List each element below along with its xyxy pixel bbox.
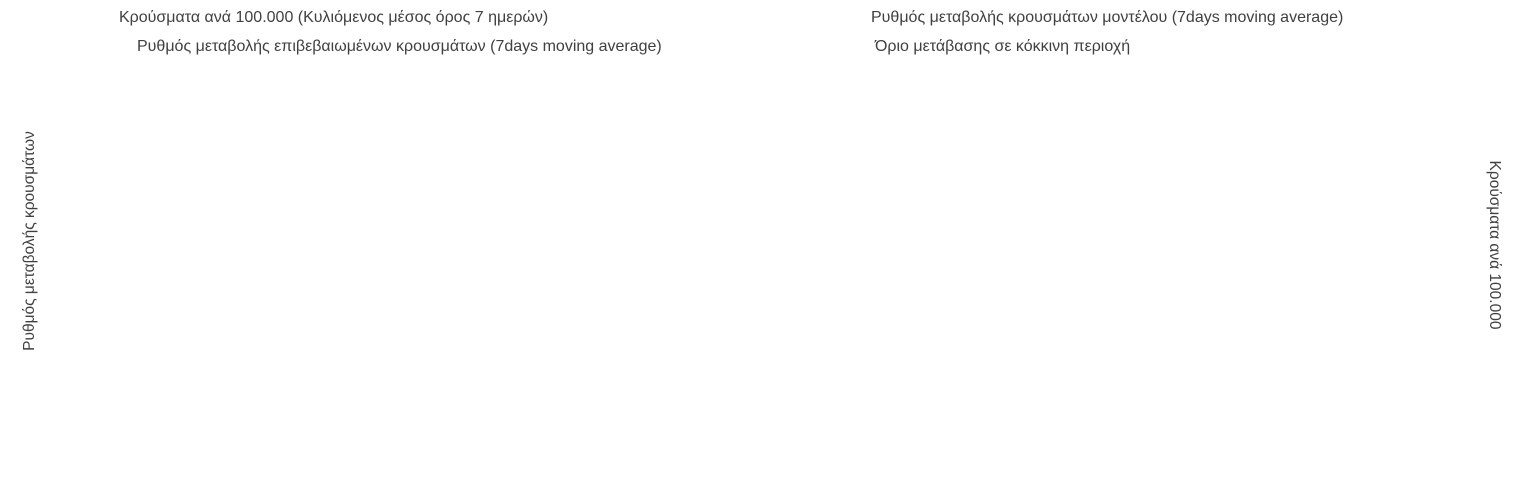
model-legend-swatch: [822, 17, 862, 20]
model-legend-label: Ρυθμός μεταβολής κρουσμάτων μοντέλου (7d…: [871, 9, 1344, 26]
legend-item-confirmed: Ρυθμός μεταβολής επιβεβαιωμένων κρουσμάτ…: [88, 38, 662, 56]
confirmed-legend-swatch: [88, 46, 128, 49]
bars-legend-swatch: [88, 12, 110, 24]
confirmed-legend-label: Ρυθμός μεταβολής επιβεβαιωμένων κρουσμάτ…: [137, 38, 662, 55]
legend-item-threshold: Όριο μετάβασης σε κόκκινη περιοχή: [822, 38, 1130, 56]
bars-legend-label: Κρούσματα ανά 100.000 (Κυλιόμενος μέσος …: [119, 9, 549, 26]
threshold-legend-swatch: [822, 45, 866, 49]
right-axis-title: Κρούσματα ανά 100.000: [1486, 160, 1503, 330]
left-axis-title: Ρυθμός μεταβολής κρουσμάτων: [21, 131, 38, 351]
threshold-legend-label: Όριο μετάβασης σε κόκκινη περιοχή: [875, 38, 1131, 55]
legend-item-model: Ρυθμός μεταβολής κρουσμάτων μοντέλου (7d…: [822, 9, 1343, 27]
legend-item-bars: Κρούσματα ανά 100.000 (Κυλιόμενος μέσος …: [88, 9, 548, 27]
